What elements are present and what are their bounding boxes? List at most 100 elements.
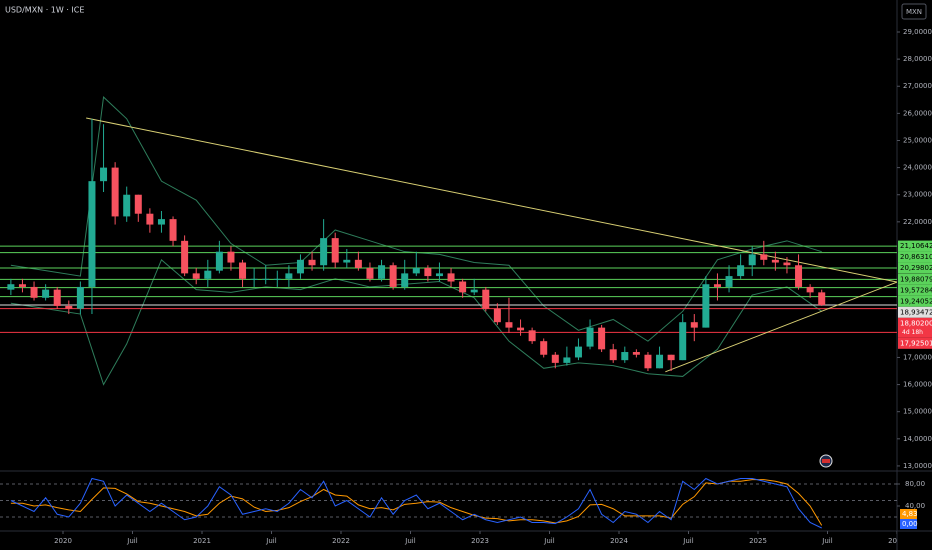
candle-body — [123, 194, 131, 217]
candle — [123, 186, 131, 222]
candle — [713, 273, 721, 301]
candle-body — [748, 254, 756, 266]
candle-body — [540, 341, 548, 355]
level-label-bg — [898, 317, 932, 338]
x-tick-label: 2021 — [193, 537, 211, 545]
candle — [100, 124, 108, 193]
candle-body — [517, 327, 525, 331]
level-label: 20,29802 — [900, 264, 932, 272]
candle-body — [459, 281, 467, 293]
candle — [528, 327, 536, 344]
level-label-bg — [898, 306, 932, 318]
candle-body — [737, 265, 745, 277]
candle — [598, 324, 606, 353]
countdown-label: 4d 18h — [902, 329, 923, 336]
y-tick-label: 17,00000 — [903, 353, 932, 361]
osc-last-label: 4,83 — [902, 510, 918, 518]
y-tick-label: 29,00000 — [903, 28, 932, 36]
candle — [134, 194, 142, 222]
candle-body — [273, 278, 281, 280]
candle-body — [308, 259, 316, 266]
candle — [401, 259, 409, 290]
candle-body — [296, 259, 304, 274]
candle — [517, 319, 525, 336]
candle — [470, 278, 478, 296]
level-label-bg — [898, 251, 932, 263]
candle — [690, 314, 698, 342]
candle — [435, 262, 443, 282]
candle-body — [42, 289, 50, 298]
y-tick-label: 14,00000 — [903, 435, 932, 443]
candle-body — [343, 259, 351, 263]
candle-body — [262, 278, 270, 280]
candle — [771, 251, 779, 271]
candle-body — [320, 238, 328, 266]
y-tick-label: 27,00000 — [903, 82, 932, 90]
candle — [320, 219, 328, 271]
candle — [412, 251, 420, 277]
candle-body — [331, 238, 339, 263]
candle-body — [528, 330, 536, 342]
candle-body — [713, 284, 721, 287]
event-icon[interactable] — [819, 454, 833, 468]
level-label: 18,80200 — [900, 319, 932, 327]
candle-body — [146, 213, 154, 225]
currency-label[interactable]: MXN — [906, 8, 922, 16]
candle — [285, 265, 293, 287]
candle-body — [111, 167, 119, 217]
level-label: 21,10642 — [900, 242, 932, 250]
y-tick-label: 16,00000 — [903, 381, 932, 389]
candle — [366, 262, 374, 282]
y-tick-label: 22,00000 — [903, 218, 932, 226]
candle — [493, 303, 501, 325]
currency-box[interactable] — [901, 3, 927, 20]
candle — [795, 254, 803, 290]
x-tick-label: 2025 — [749, 537, 767, 545]
x-tick-label: 2024 — [610, 537, 628, 545]
candle-body — [470, 289, 478, 293]
level-label: 19,88079 — [900, 275, 932, 283]
candle-body — [389, 265, 397, 287]
osc-last-bg — [900, 509, 917, 519]
candle-body — [192, 273, 200, 279]
x-tick-label: Juil — [543, 537, 554, 545]
candle-body — [134, 194, 142, 214]
candle — [273, 270, 281, 287]
candle-body — [412, 267, 420, 274]
candle — [748, 246, 756, 277]
candle — [783, 257, 791, 274]
candle — [42, 284, 50, 301]
candle-body — [598, 327, 606, 350]
candle — [389, 262, 397, 290]
candle — [76, 281, 84, 315]
candle — [111, 162, 119, 225]
candle-body — [563, 357, 571, 363]
level-label: 19,24052 — [900, 297, 932, 305]
x-tick-label: 2022 — [332, 537, 350, 545]
candle-body — [656, 354, 664, 369]
x-tick-label: 2020 — [54, 537, 72, 545]
candle — [702, 276, 710, 328]
candle — [632, 349, 640, 358]
candle-body — [609, 349, 617, 361]
candle — [239, 259, 247, 287]
level-label-bg — [898, 273, 932, 285]
candle-body — [424, 267, 432, 277]
candle-body — [783, 262, 791, 266]
candle — [667, 354, 675, 372]
candle — [760, 240, 768, 266]
candle — [447, 267, 455, 287]
candle-body — [505, 322, 513, 328]
symbol-title: USD/MXN · 1W · ICE — [5, 6, 84, 15]
candle-body — [586, 327, 594, 347]
candle-body — [690, 322, 698, 328]
candle-body — [204, 270, 212, 279]
candle — [656, 346, 664, 369]
candle — [227, 246, 235, 271]
x-tick-label: Juil — [126, 537, 137, 545]
candle — [204, 259, 212, 287]
candle-body — [76, 286, 84, 309]
candle-body — [53, 289, 61, 306]
candle — [482, 286, 490, 312]
